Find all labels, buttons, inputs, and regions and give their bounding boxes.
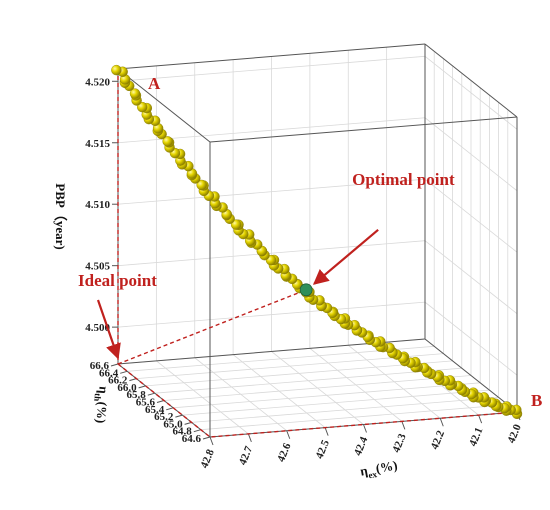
data-point — [111, 64, 122, 76]
floor-grid-line — [154, 367, 462, 394]
grid-layer — [117, 44, 518, 438]
floor-grid-line — [182, 389, 490, 416]
z-tick-label: 4.520 — [85, 76, 110, 88]
y-tick-mark — [202, 436, 211, 440]
box-edge — [209, 116, 518, 143]
box-edge — [424, 43, 518, 118]
y-tick-label: 66.4 — [99, 367, 119, 379]
optimal-point-label: Optimal point — [352, 170, 455, 189]
y-tick-label: 65.4 — [145, 404, 165, 416]
data-point — [162, 136, 173, 147]
floor-grid-line — [145, 360, 453, 387]
floor-grid-line — [163, 375, 472, 401]
annotations: A B Optimal point Ideal point — [78, 74, 542, 410]
back-wall-grid-line — [117, 301, 426, 328]
y-tick-mark — [110, 363, 119, 367]
x-tick-label: 42.6 — [275, 441, 294, 464]
data-points — [111, 64, 523, 419]
optimal-point-arrow — [312, 228, 379, 285]
z-tick-label: 4.515 — [85, 138, 110, 150]
x-tick-label: 42.0 — [505, 422, 524, 445]
z-axis-title: PBP（year) — [53, 183, 68, 249]
side-wall-grid-line — [424, 117, 518, 192]
y-tick-label: 66.2 — [108, 375, 128, 387]
y-tick-mark — [184, 421, 192, 425]
x-tick-mark — [324, 427, 329, 436]
y-tick-label: 65.2 — [154, 411, 174, 423]
x-tick-mark — [478, 414, 483, 424]
x-tick-mark — [209, 436, 214, 446]
box-edge — [117, 43, 426, 70]
side-wall-grid-line — [424, 240, 518, 314]
axis-titles: ηex(%) ηth(%) PBP（year) — [53, 183, 399, 481]
y-tick-mark — [156, 400, 165, 403]
z-tick-label: 4.505 — [85, 261, 110, 273]
ideal-guides — [117, 69, 518, 438]
y-tick-mark — [166, 407, 174, 411]
y-tick-mark — [120, 370, 128, 374]
y-tick-label: 64.6 — [182, 433, 202, 445]
back-wall-grid-line — [117, 240, 426, 267]
x-tick-label: 42.8 — [198, 447, 217, 470]
y-axis-title: ηth(%) — [90, 386, 111, 425]
y-tick-mark — [129, 378, 137, 382]
box-edge — [117, 68, 211, 143]
data-point — [196, 179, 207, 191]
x-tick-label: 42.1 — [467, 426, 485, 448]
x-tick-label: 42.7 — [237, 444, 256, 467]
y-tick-label: 65.6 — [136, 397, 156, 409]
box-edge — [424, 338, 518, 413]
x-tick-mark — [401, 421, 406, 430]
guide-floor-path — [117, 363, 518, 438]
y-tick-label: 66.0 — [117, 382, 137, 394]
back-wall-grid-line — [117, 178, 426, 205]
optimal-point-marker — [299, 283, 313, 297]
x-tick-label: 42.3 — [390, 432, 409, 455]
floor-grid-line — [200, 404, 508, 431]
z-tick-label: 4.510 — [85, 199, 110, 211]
tick-labels: 42.0 42.1 42.2 42.3 42.4 42.5 42.6 42.7 42.8 64.6… — [85, 76, 524, 470]
floor-grid-line — [173, 382, 481, 409]
guide-ideal-to-optimal — [117, 289, 307, 365]
side-wall-grid-line — [424, 301, 518, 376]
floor-grid-line — [191, 397, 499, 423]
data-point — [129, 88, 141, 99]
x-tick-mark — [247, 433, 252, 443]
side-wall-grid-line — [424, 55, 518, 130]
x-tick-mark — [286, 430, 291, 439]
y-tick-label: 64.8 — [173, 426, 193, 438]
ideal-point-label: Ideal point — [78, 271, 157, 290]
label-b: B — [531, 391, 542, 410]
ideal-point-arrow — [96, 299, 121, 360]
label-a: A — [148, 74, 161, 93]
x-tick-mark — [363, 424, 367, 433]
y-tick-label: 66.6 — [90, 360, 110, 372]
side-wall-grid-line — [424, 178, 518, 253]
x-tick-mark — [439, 418, 444, 427]
x-tick-label: 42.5 — [314, 438, 333, 461]
y-tick-mark — [147, 392, 155, 396]
x-tick-label: 42.2 — [429, 428, 448, 451]
y-tick-mark — [175, 414, 183, 418]
x-axis-title: ηex(%) — [359, 457, 399, 481]
y-tick-label: 65.8 — [127, 389, 147, 401]
y-tick-mark — [193, 429, 201, 433]
y-tick-mark — [138, 385, 146, 389]
y-tick-label: 65.0 — [163, 418, 183, 430]
x-tick-label: 42.4 — [352, 435, 371, 458]
back-wall-grid-line — [117, 55, 426, 82]
z-tick-label: 4.500 — [85, 322, 110, 334]
